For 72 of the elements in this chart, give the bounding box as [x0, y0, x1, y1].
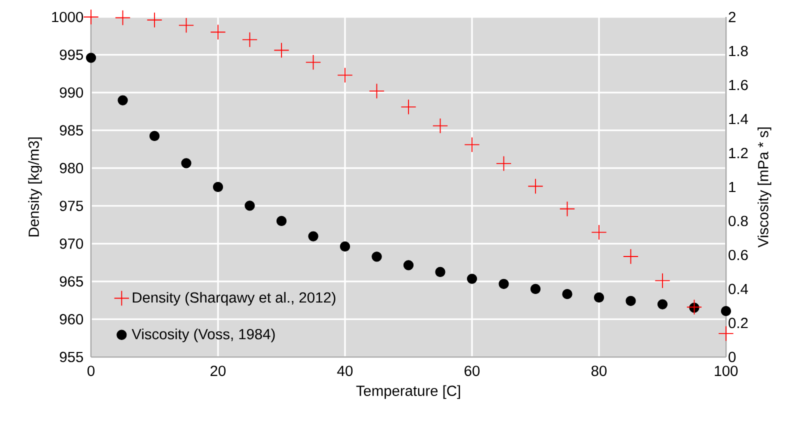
point [626, 296, 636, 306]
y2-tick-label: 0.6 [728, 250, 748, 260]
point [274, 42, 290, 58]
y2-tick-label: 1.8 [729, 46, 748, 56]
point [622, 248, 639, 264]
point [686, 299, 702, 315]
point [337, 67, 353, 83]
legend-label: Density (Sharqawy et al., 2012) [132, 292, 336, 306]
point [244, 200, 255, 211]
point [594, 292, 604, 303]
x-tick-label: 100 [714, 366, 738, 376]
y-tick-label: 965 [60, 276, 83, 287]
point [118, 95, 128, 106]
point [212, 182, 224, 192]
point [210, 24, 226, 40]
y2-tick-label: 0.4 [728, 284, 748, 294]
y2-tick-label: 1.2 [729, 148, 748, 158]
point [149, 130, 160, 142]
x-tick-label: 40 [337, 366, 353, 376]
x-tick-label: 0 [87, 366, 94, 376]
y-tick-label: 980 [60, 162, 84, 174]
point [86, 52, 96, 63]
y-tick-label: 985 [60, 125, 83, 136]
point [276, 216, 287, 226]
point [530, 284, 541, 294]
point [496, 156, 512, 172]
point [657, 299, 668, 310]
point [528, 178, 544, 194]
point [432, 118, 448, 134]
y2-tick-label: 2 [728, 12, 736, 22]
point [181, 158, 192, 168]
x-tick-label: 20 [210, 366, 226, 376]
y-tick-label: 1000 [52, 12, 84, 22]
point [308, 231, 318, 242]
point [654, 272, 670, 288]
point [372, 252, 382, 262]
point [562, 289, 572, 300]
point [368, 83, 385, 99]
point [464, 136, 480, 152]
point [340, 241, 350, 252]
point [400, 99, 416, 115]
point [83, 9, 99, 25]
y2-tick-label: 0.2 [728, 318, 748, 328]
point [178, 18, 194, 34]
y2-tick-label: 1.4 [729, 114, 748, 124]
point [114, 10, 131, 26]
y-tick-label: 975 [60, 200, 83, 212]
y2-tick-label: 0.8 [728, 216, 748, 226]
point [720, 306, 732, 316]
point [403, 260, 414, 270]
point [591, 224, 607, 240]
y-axis-title: Density [kg/m3] [28, 138, 42, 236]
x-tick-label: 80 [591, 366, 607, 376]
point [559, 201, 576, 217]
y2-tick-label: 1.6 [729, 80, 748, 90]
y-tick-label: 995 [60, 50, 83, 60]
y2-tick-label: 0 [728, 352, 736, 362]
y2-axis-title: Viscosity [mPa * s] [758, 127, 772, 248]
y-tick-label: 960 [60, 314, 84, 324]
point [242, 32, 258, 48]
point [466, 274, 478, 284]
y-tick-label: 955 [60, 352, 83, 362]
y-tick-label: 990 [60, 87, 84, 98]
point [305, 54, 322, 70]
point [146, 12, 162, 28]
y2-tick-label: 1 [729, 182, 736, 192]
point [435, 266, 446, 278]
legend-label: Viscosity (Voss, 1984) [132, 328, 275, 342]
x-axis-title: Temperature [C] [356, 385, 460, 399]
y-tick-label: 970 [60, 238, 84, 249]
x-tick-label: 60 [464, 366, 480, 376]
point [498, 278, 509, 289]
